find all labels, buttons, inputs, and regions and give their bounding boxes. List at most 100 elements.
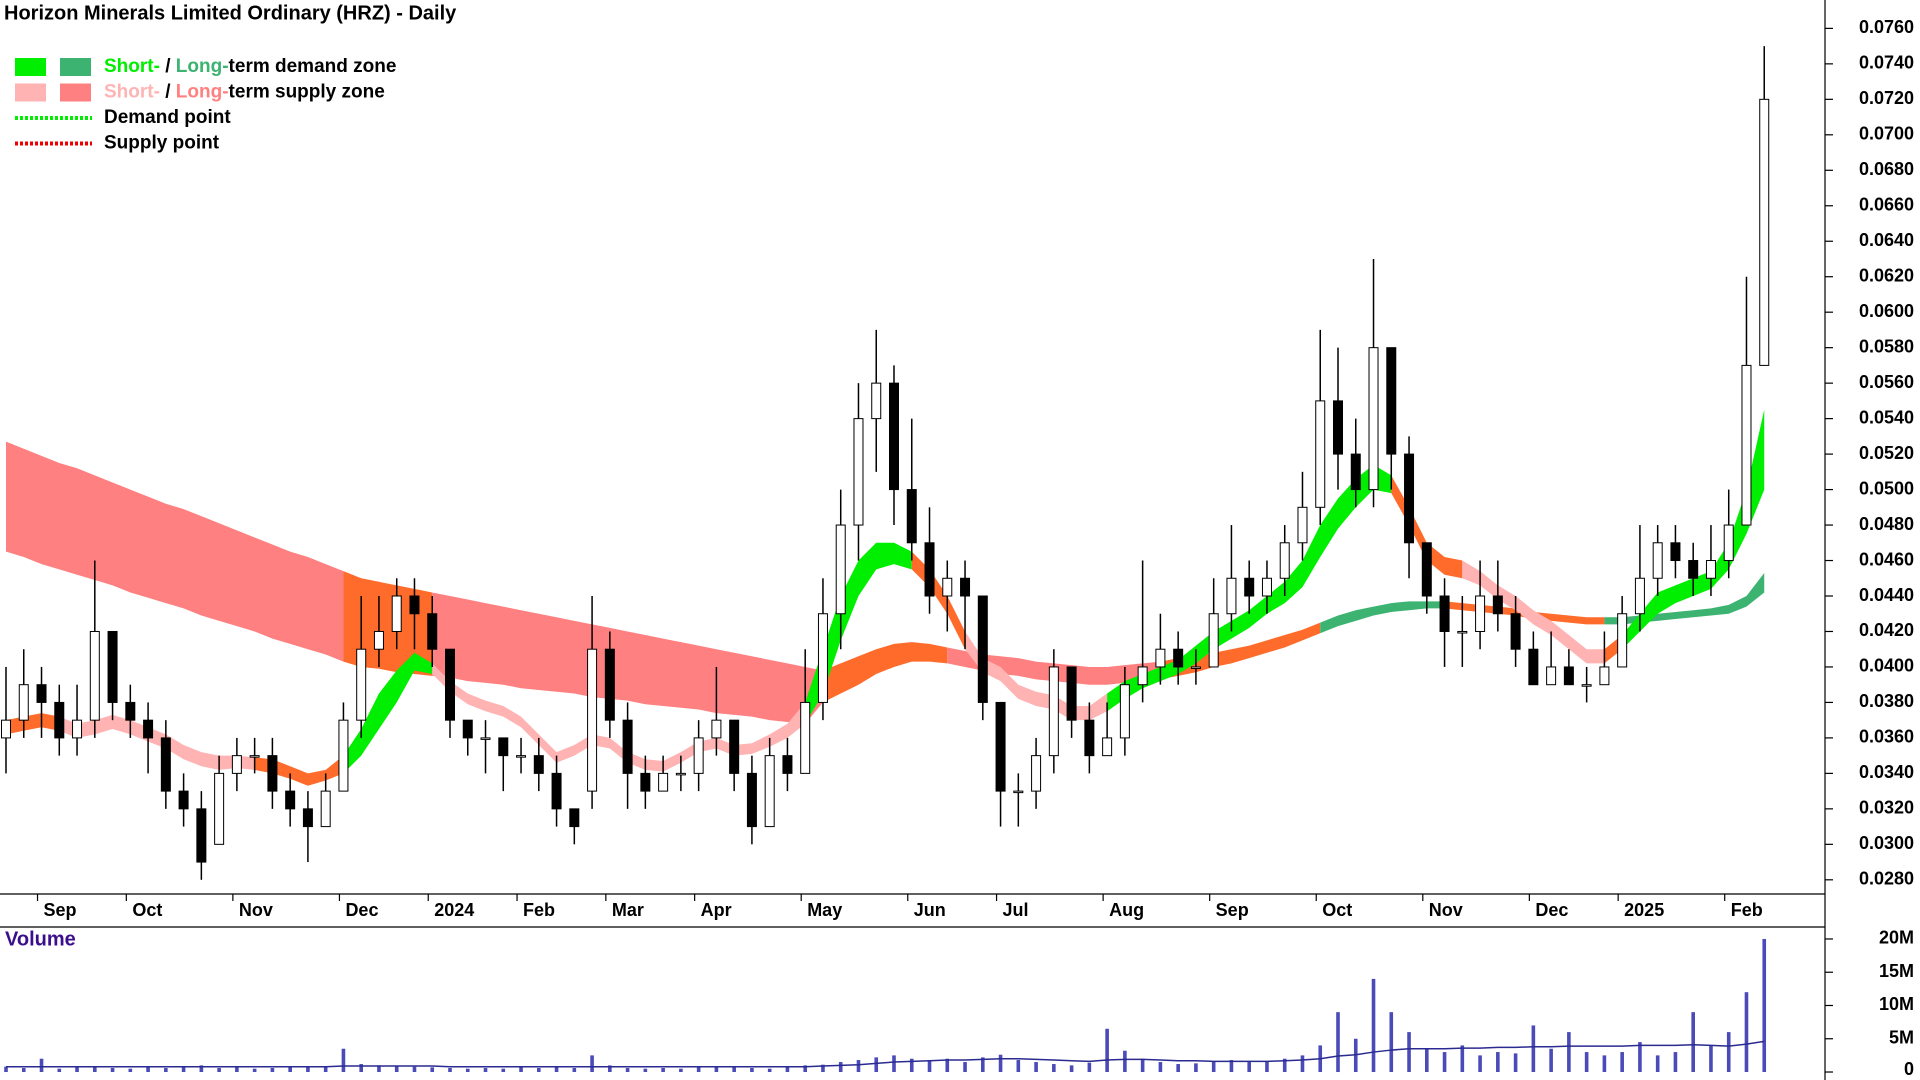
volume-bar <box>146 1067 150 1073</box>
candle-body <box>125 701 136 721</box>
candle-body <box>1226 577 1237 615</box>
volume-bar <box>288 1066 292 1073</box>
volume-bar <box>110 1068 115 1073</box>
y-tick-label: 5M <box>1889 1028 1914 1048</box>
candle-body <box>604 648 615 721</box>
candle-body <box>622 719 633 774</box>
zone-band <box>805 542 912 724</box>
volume-bar <box>1158 1062 1163 1073</box>
candle-body <box>569 808 580 828</box>
candle-body <box>1510 613 1521 650</box>
candle-body <box>1 719 11 739</box>
volume-bar <box>608 1065 612 1073</box>
volume-bar <box>767 1068 772 1073</box>
volume-bar <box>1478 1055 1482 1073</box>
candle-body <box>1421 542 1432 597</box>
zone-band <box>1320 601 1445 634</box>
volume-bar <box>4 1066 8 1073</box>
volume-bar <box>643 1068 648 1073</box>
y-tick-label: 0.0600 <box>1859 301 1914 321</box>
volume-bar <box>821 1064 825 1073</box>
y-tick-label: 0.0700 <box>1859 124 1914 144</box>
candle-body <box>1741 364 1752 526</box>
candle-body <box>764 755 775 828</box>
volume-bar <box>1762 938 1767 1073</box>
volume-bar <box>199 1065 204 1073</box>
volume-bar <box>1123 1050 1127 1073</box>
volume-bar <box>217 1068 221 1073</box>
candle-body <box>960 577 971 597</box>
y-tick-label: 0.0640 <box>1859 230 1914 250</box>
y-tick-label: 0.0320 <box>1859 798 1914 818</box>
candle-body <box>853 418 864 526</box>
x-tick-label: Feb <box>1731 900 1763 920</box>
volume-bar <box>39 1058 44 1073</box>
zone-band <box>6 713 60 735</box>
volume-bar <box>803 1065 807 1073</box>
legend-label: Supply point <box>104 133 220 154</box>
volume-bar <box>1567 1032 1571 1073</box>
legend-text: Demand point <box>104 107 231 128</box>
x-tick-label: Nov <box>1429 900 1463 920</box>
candle-body <box>711 719 722 739</box>
volume-bar <box>1265 1061 1269 1073</box>
y-tick-label: 0.0520 <box>1859 443 1914 463</box>
candle-body <box>285 790 296 810</box>
volume-bar <box>1389 1012 1394 1073</box>
x-tick-label: 2024 <box>434 900 474 920</box>
volume-bar <box>377 1065 381 1073</box>
volume-bar <box>625 1068 630 1073</box>
legend-label: Demand point <box>104 107 231 128</box>
y-tick-label: 0.0340 <box>1859 762 1914 782</box>
candle-body <box>942 577 953 597</box>
candle-body <box>1546 666 1557 686</box>
volume-bar <box>714 1066 719 1073</box>
x-tick-label: Mar <box>612 900 644 920</box>
candle-body <box>462 719 473 739</box>
candle-body <box>1634 577 1645 615</box>
y-tick-label: 15M <box>1879 961 1914 981</box>
volume-bar <box>1052 1064 1056 1073</box>
x-tick-label: Jun <box>914 900 946 920</box>
volume-bar <box>537 1068 541 1073</box>
zone-band <box>59 714 255 770</box>
y-tick-label: 0.0620 <box>1859 265 1914 285</box>
x-tick-label: Oct <box>1322 900 1352 920</box>
volume-bar <box>998 1054 1003 1073</box>
volume-bar <box>1105 1028 1109 1073</box>
candle-body <box>1173 648 1184 668</box>
candle-body <box>1599 666 1610 686</box>
candle-body <box>516 755 527 758</box>
candle-body <box>782 755 793 774</box>
volume-bar <box>1247 1062 1251 1073</box>
candle-body <box>1475 595 1486 632</box>
volume-bar <box>1371 978 1376 1073</box>
candle-body <box>1404 453 1415 544</box>
candle-body <box>1439 595 1450 632</box>
volume-bar <box>1726 1032 1731 1073</box>
candle-body <box>160 737 171 792</box>
volume-bar <box>394 1066 399 1073</box>
candle-body <box>746 772 757 828</box>
volume-title: Volume <box>5 928 76 950</box>
candle-body <box>1670 542 1681 562</box>
zone-band <box>432 592 823 724</box>
y-tick-label: 0.0380 <box>1859 691 1914 711</box>
candle-body <box>1208 613 1219 668</box>
zone-band <box>1107 464 1392 712</box>
zone-band <box>343 652 433 774</box>
volume-bar <box>696 1067 701 1073</box>
candle-body <box>1315 400 1326 508</box>
y-tick-label: 0.0580 <box>1859 336 1914 356</box>
volume-bar <box>927 1060 932 1073</box>
x-tick-label: Aug <box>1109 900 1144 920</box>
y-tick-label: 0.0280 <box>1859 869 1914 889</box>
candle-body <box>1066 666 1077 721</box>
legend-swatch <box>15 58 46 76</box>
legend-text: Long- <box>176 56 229 77</box>
candle-body <box>1759 98 1770 366</box>
volume-bar <box>323 1066 328 1073</box>
candle-body <box>1368 347 1379 491</box>
candle-body <box>1688 560 1699 579</box>
